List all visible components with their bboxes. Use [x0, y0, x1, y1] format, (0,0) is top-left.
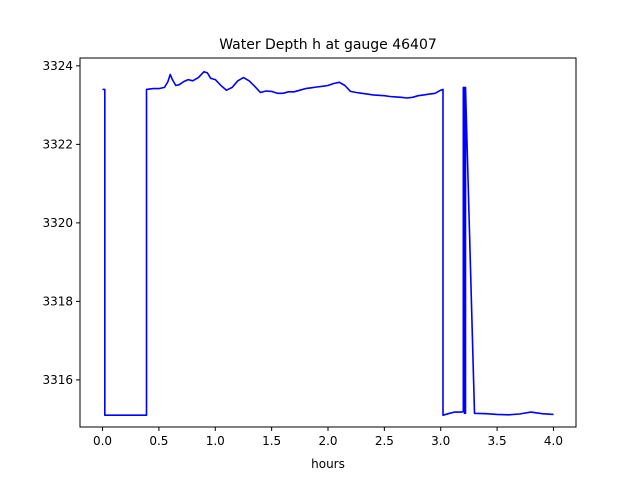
chart-title: Water Depth h at gauge 46407 [219, 37, 437, 53]
axes-frame [79, 57, 577, 428]
x-tick-label: 3.0 [431, 434, 450, 448]
y-tick-label: 3318 [42, 294, 73, 308]
x-tick-label: 1.5 [262, 434, 281, 448]
series-line-water-depth [102, 70, 554, 417]
x-tick-label: 2.0 [318, 434, 337, 448]
x-axis-label: hours [311, 457, 345, 471]
x-tick-label: 2.5 [375, 434, 394, 448]
x-tick-label: 4.0 [544, 434, 563, 448]
plot-area [102, 70, 554, 417]
x-tick-label: 3.5 [488, 434, 507, 448]
y-tick-label: 3316 [42, 373, 73, 387]
x-tick-label: 0.5 [149, 434, 168, 448]
x-tick-label: 1.0 [206, 434, 225, 448]
y-tick-label: 3320 [42, 216, 73, 230]
y-tick-label: 3324 [42, 59, 73, 73]
x-tick-label: 0.0 [93, 434, 112, 448]
y-tick-label: 3322 [42, 137, 73, 151]
axis-ticks: 0.0 0.5 1.0 1.5 2.0 2.5 3.0 3.5 4.0 3316 3318 3320 3… [42, 59, 563, 448]
